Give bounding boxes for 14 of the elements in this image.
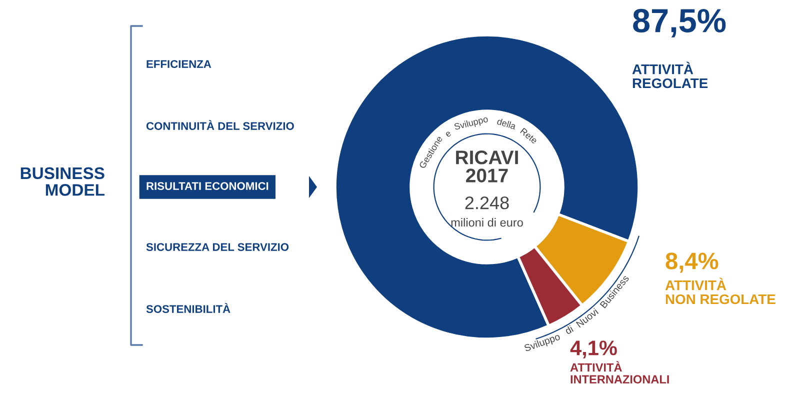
text: BUSINESS MODEL [20,167,104,196]
text: EFFICIENZA [146,60,212,68]
text: SOSTENIBILITÀ [146,303,230,313]
text: RICAVI 2017 [456,150,518,182]
slice-label: ATTIVITÀ REGOLATE [632,62,708,88]
text: CONTINUITÀ DEL SERVIZIO [146,120,294,130]
text: SICUREZZA DEL SERVIZIO [146,243,289,251]
data-label: 87,5% [633,8,726,38]
text: 2.248 milioni di euro [451,196,523,227]
slice-label: ATTIVITÀ NON REGOLATE [665,278,776,304]
slice-label: ATTIVITÀ INTERNAZIONALI [570,361,669,384]
text: RISULTATI ECONOMICI [146,182,268,190]
data-label: 8,4% [666,252,718,273]
data-label: 4,1% [570,340,617,358]
